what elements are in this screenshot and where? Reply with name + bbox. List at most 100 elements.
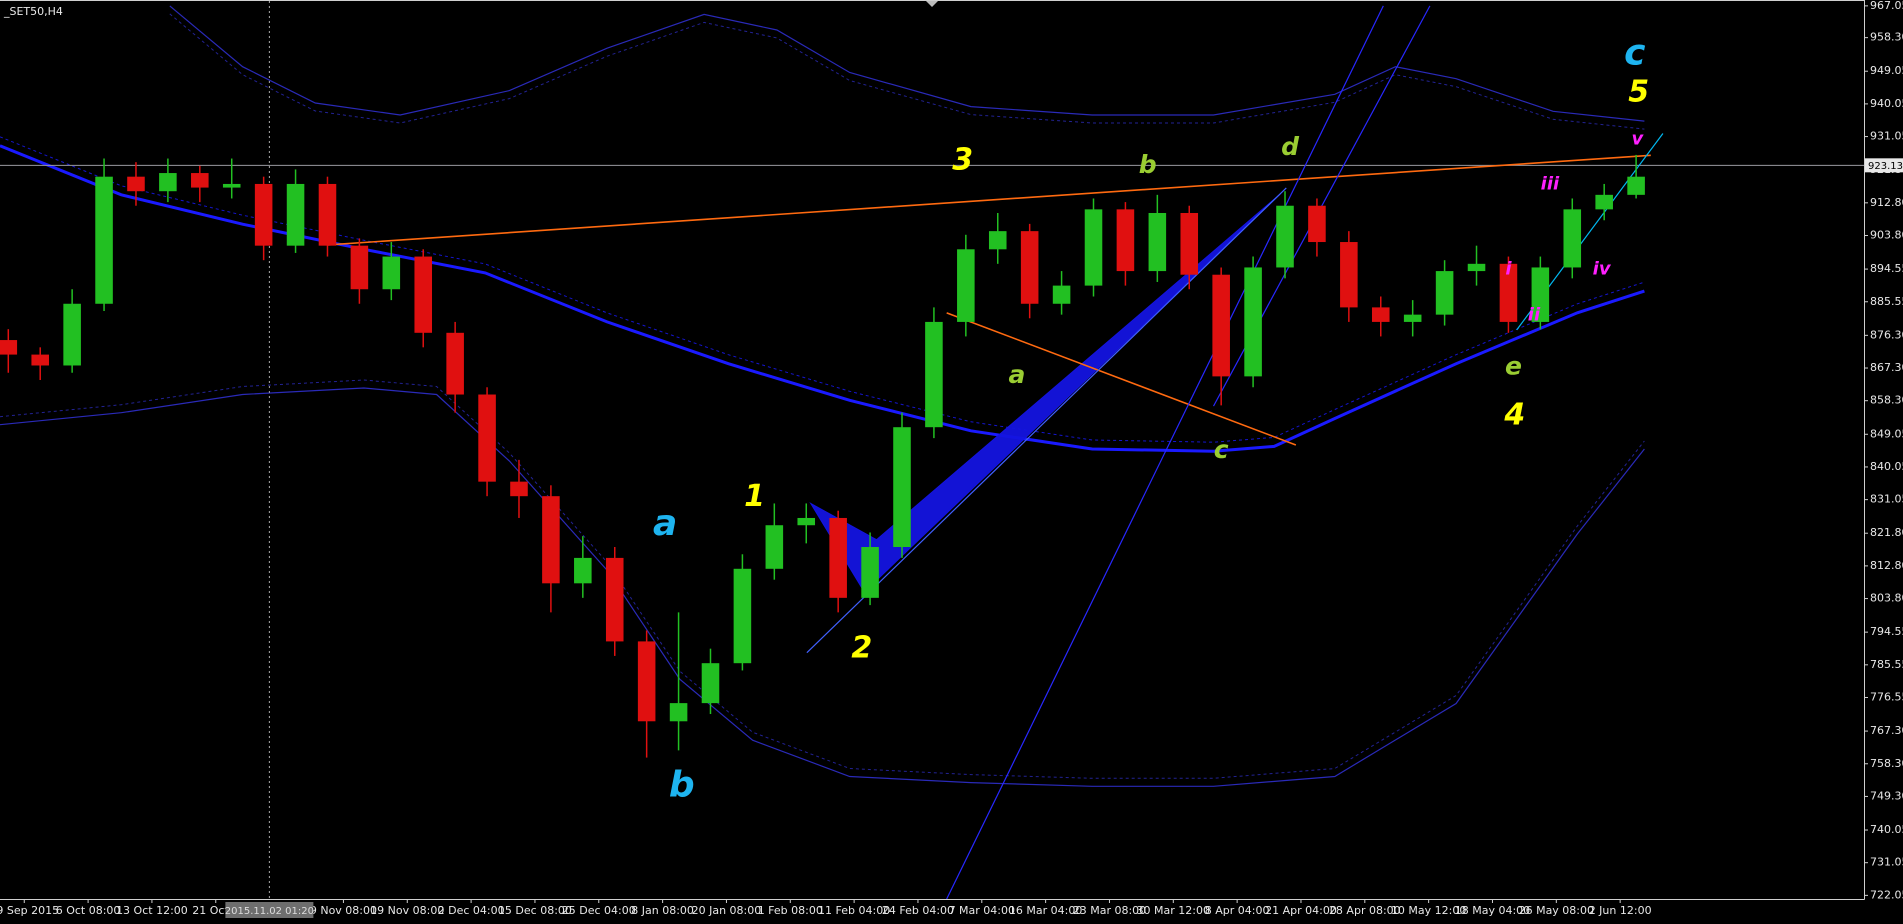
candle-body [127,176,145,192]
x-tick-label: 11 Feb 04:00 [818,904,890,917]
candle-body [605,557,624,642]
candle-body [446,332,464,395]
wave-label: ii [1528,304,1541,325]
y-tick-label: 803.80 [1870,592,1903,605]
wave-label: b [669,764,695,805]
candle-body [318,183,337,246]
y-tick-label: 785.55 [1870,658,1903,671]
y-tick-label: 740.05 [1870,823,1903,836]
candle-body [797,517,816,526]
trendline [946,312,1297,446]
scroll-marker [926,1,938,7]
x-tick-label: 6 Oct 08:00 [56,904,121,917]
band-line [0,387,1645,787]
chart-title: _SET50,H4 [3,5,63,18]
candle-body [191,173,209,188]
y-tick-label: 867.30 [1870,361,1903,374]
candle-body [1244,267,1262,377]
candle-body [31,354,49,366]
candle-body [1371,307,1390,322]
candle-body [765,525,784,569]
band-line [169,5,1645,122]
y-tick-label: 967.05 [1870,0,1903,12]
candle-body [574,557,592,584]
candle-body [1084,209,1103,286]
crosshair-box [225,902,314,918]
candle-body [1148,212,1167,272]
x-tick-label: 16 Mar 04:00 [1009,904,1082,917]
y-tick-label: 794.55 [1870,625,1903,638]
y-tick-label: 894.55 [1870,262,1903,275]
candle-body [1435,271,1454,315]
x-tick-label: 20 Jan 08:00 [692,904,762,917]
candle-body [1212,274,1230,377]
candle-body [382,256,401,290]
x-tick-label: 8 Jan 08:00 [631,904,694,917]
candle-body [478,394,496,482]
candle-body [1595,194,1613,210]
x-tick-label: 24 Feb 04:00 [882,904,954,917]
x-tick-label: 8 Apr 04:00 [1205,904,1270,917]
x-tick-label: 23 Mar 08:00 [1073,904,1146,917]
y-tick-label: 912.80 [1870,196,1903,209]
price-marker [1865,158,1903,173]
candle-body [1499,263,1518,322]
candle-body [701,663,720,704]
candle-body [988,231,1007,250]
candle-body [733,568,752,664]
price-marker-label: 923.13 [1868,161,1903,172]
x-tick-label: 1 Feb 08:00 [758,904,823,917]
y-tick-label: 821.80 [1870,526,1903,539]
wave-label: 3 [952,143,973,178]
wave-label: iii [1541,173,1560,194]
candle-body [286,183,305,246]
x-tick-label: 19 Nov 08:00 [370,904,444,917]
candle-body [957,249,975,322]
candle-body [861,547,879,598]
candle-body [1403,314,1422,322]
x-tick-label: 2 Dec 04:00 [438,904,505,917]
wave-label: v [1632,128,1645,149]
candle-body [1276,205,1294,268]
x-tick-label: 18 May 04:00 [1455,904,1530,917]
candle-body [222,183,241,188]
candle-body [1340,242,1358,308]
y-tick-label: 849.05 [1870,427,1903,440]
x-tick-label: 13 Oct 12:00 [116,904,188,917]
candle-body [542,496,560,584]
y-tick-label: 831.05 [1870,493,1903,506]
y-tick-label: 858.30 [1870,394,1903,407]
candle-body [1116,209,1135,272]
candle-body [1467,263,1486,272]
y-tick-label: 749.30 [1870,789,1903,802]
wave-label: b [1139,150,1157,179]
candle-body [0,340,18,355]
y-tick-label: 903.80 [1870,229,1903,242]
candle-body [829,517,847,598]
wave-label: iv [1593,258,1612,279]
x-tick-label: 25 Dec 04:00 [562,904,636,917]
wave-label: c [1624,32,1645,73]
y-tick-label: 876.30 [1870,328,1903,341]
candle-body [254,183,273,246]
x-tick-label: 7 Mar 04:00 [949,904,1015,917]
candle-body [1180,212,1199,275]
candle-body [510,481,528,497]
y-tick-label: 776.55 [1870,691,1903,704]
y-tick-label: 940.05 [1870,97,1903,110]
x-tick-label: 26 May 08:00 [1519,904,1594,917]
x-tick-label: 2 Jun 12:00 [1589,904,1652,917]
wave-label: 2 [851,631,872,666]
y-tick-label: 931.05 [1870,130,1903,143]
candle-body [1563,209,1582,268]
x-tick-label: 28 Apr 08:00 [1329,904,1401,917]
candle-body [414,256,433,333]
wave-label: 1 [744,479,765,514]
wave-label: e [1505,352,1522,381]
candle-body [669,703,688,722]
candle-body [1052,285,1071,304]
wave-label: i [1505,258,1512,279]
band-line-offset [0,136,1645,443]
